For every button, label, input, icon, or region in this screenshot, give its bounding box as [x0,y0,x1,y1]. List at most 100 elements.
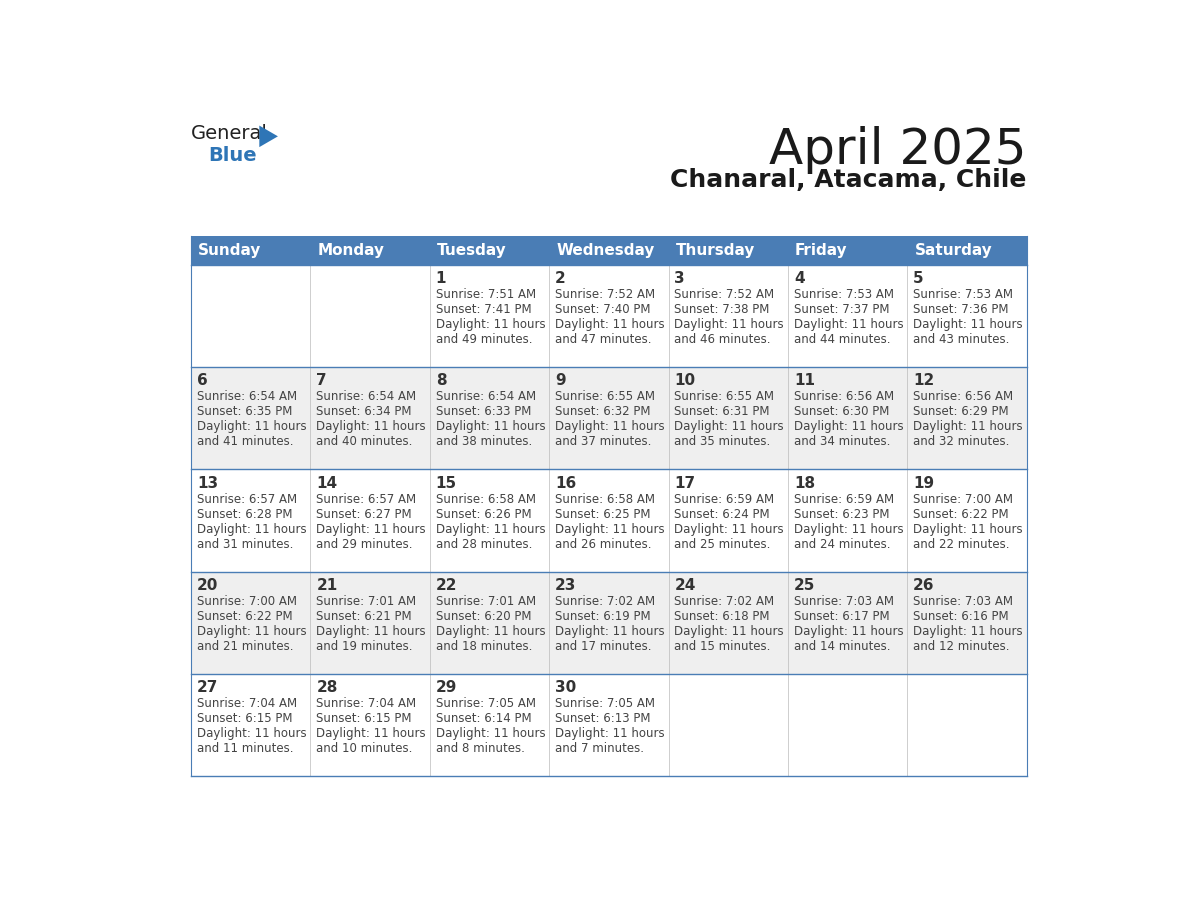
Bar [549,236,669,265]
Text: 13: 13 [197,476,219,490]
Text: Sunrise: 7:02 AM: Sunrise: 7:02 AM [555,595,656,608]
Text: Daylight: 11 hours: Daylight: 11 hours [794,625,903,638]
Polygon shape [259,126,278,147]
Text: Daylight: 11 hours: Daylight: 11 hours [436,727,545,740]
Text: and 35 minutes.: and 35 minutes. [675,435,771,448]
Text: Sunrise: 7:53 AM: Sunrise: 7:53 AM [794,288,893,301]
Text: and 31 minutes.: and 31 minutes. [197,538,293,551]
Text: Daylight: 11 hours: Daylight: 11 hours [555,625,665,638]
Text: and 24 minutes.: and 24 minutes. [794,538,890,551]
Text: Daylight: 11 hours: Daylight: 11 hours [794,522,903,535]
Text: Chanaral, Atacama, Chile: Chanaral, Atacama, Chile [670,168,1026,192]
Bar [430,236,549,265]
Text: 21: 21 [316,577,337,593]
Text: Sunrise: 7:04 AM: Sunrise: 7:04 AM [316,697,417,710]
Text: Daylight: 11 hours: Daylight: 11 hours [555,318,665,331]
Text: 8: 8 [436,374,447,388]
Text: 18: 18 [794,476,815,490]
Text: Sunrise: 7:05 AM: Sunrise: 7:05 AM [436,697,536,710]
Text: Daylight: 11 hours: Daylight: 11 hours [316,420,426,433]
Text: Daylight: 11 hours: Daylight: 11 hours [555,727,665,740]
Text: Daylight: 11 hours: Daylight: 11 hours [436,522,545,535]
Text: Sunrise: 6:56 AM: Sunrise: 6:56 AM [794,390,893,403]
Text: and 26 minutes.: and 26 minutes. [555,538,652,551]
Text: and 29 minutes.: and 29 minutes. [316,538,413,551]
Text: 26: 26 [914,577,935,593]
Text: Sunrise: 7:03 AM: Sunrise: 7:03 AM [794,595,893,608]
Text: Sunrise: 6:58 AM: Sunrise: 6:58 AM [555,493,655,506]
Text: 14: 14 [316,476,337,490]
Text: Daylight: 11 hours: Daylight: 11 hours [197,625,307,638]
Text: and 37 minutes.: and 37 minutes. [555,435,651,448]
Text: and 28 minutes.: and 28 minutes. [436,538,532,551]
Text: Daylight: 11 hours: Daylight: 11 hours [197,420,307,433]
Text: 9: 9 [555,374,565,388]
Text: and 10 minutes.: and 10 minutes. [316,742,412,756]
Text: Sunrise: 6:59 AM: Sunrise: 6:59 AM [675,493,775,506]
Text: and 32 minutes.: and 32 minutes. [914,435,1010,448]
Text: Sunrise: 7:00 AM: Sunrise: 7:00 AM [197,595,297,608]
Text: Sunset: 6:17 PM: Sunset: 6:17 PM [794,610,890,622]
Text: Sunrise: 7:52 AM: Sunrise: 7:52 AM [555,288,656,301]
Text: Sunset: 6:31 PM: Sunset: 6:31 PM [675,406,770,419]
Text: 25: 25 [794,577,815,593]
Text: April 2025: April 2025 [769,126,1026,174]
Text: Sunset: 6:34 PM: Sunset: 6:34 PM [316,406,412,419]
Text: Daylight: 11 hours: Daylight: 11 hours [316,625,426,638]
Text: Sunrise: 7:01 AM: Sunrise: 7:01 AM [436,595,536,608]
Text: Daylight: 11 hours: Daylight: 11 hours [794,420,903,433]
Text: Sunrise: 7:02 AM: Sunrise: 7:02 AM [675,595,775,608]
Text: Sunrise: 6:59 AM: Sunrise: 6:59 AM [794,493,893,506]
Text: 22: 22 [436,577,457,593]
Text: and 7 minutes.: and 7 minutes. [555,742,644,756]
Text: Saturday: Saturday [915,242,992,258]
Text: 4: 4 [794,271,804,286]
Text: 19: 19 [914,476,934,490]
Bar [310,236,430,265]
Text: 24: 24 [675,577,696,593]
Text: Daylight: 11 hours: Daylight: 11 hours [436,318,545,331]
Bar [191,572,1026,674]
Text: Sunset: 6:22 PM: Sunset: 6:22 PM [197,610,292,622]
Text: Sunset: 6:14 PM: Sunset: 6:14 PM [436,712,531,725]
Bar [788,236,908,265]
Text: and 8 minutes.: and 8 minutes. [436,742,525,756]
Text: and 46 minutes.: and 46 minutes. [675,333,771,346]
Bar [191,265,1026,367]
Text: Sunrise: 6:54 AM: Sunrise: 6:54 AM [436,390,536,403]
Text: Sunrise: 7:01 AM: Sunrise: 7:01 AM [316,595,417,608]
Text: Daylight: 11 hours: Daylight: 11 hours [675,420,784,433]
Text: and 25 minutes.: and 25 minutes. [675,538,771,551]
Text: Sunset: 6:26 PM: Sunset: 6:26 PM [436,508,531,521]
Text: and 19 minutes.: and 19 minutes. [316,640,413,653]
Text: Sunrise: 6:58 AM: Sunrise: 6:58 AM [436,493,536,506]
Text: Sunset: 7:40 PM: Sunset: 7:40 PM [555,303,651,316]
Text: 27: 27 [197,680,219,695]
Text: Blue: Blue [208,146,257,164]
Text: Sunrise: 7:00 AM: Sunrise: 7:00 AM [914,493,1013,506]
Text: Daylight: 11 hours: Daylight: 11 hours [436,625,545,638]
Text: Daylight: 11 hours: Daylight: 11 hours [914,420,1023,433]
Text: Wednesday: Wednesday [556,242,655,258]
Text: Daylight: 11 hours: Daylight: 11 hours [436,420,545,433]
Text: Sunset: 6:29 PM: Sunset: 6:29 PM [914,406,1009,419]
Text: Sunrise: 6:54 AM: Sunrise: 6:54 AM [316,390,417,403]
Text: 5: 5 [914,271,924,286]
Text: 16: 16 [555,476,576,490]
Text: 7: 7 [316,374,327,388]
Text: Sunset: 6:33 PM: Sunset: 6:33 PM [436,406,531,419]
Text: 20: 20 [197,577,219,593]
Text: and 49 minutes.: and 49 minutes. [436,333,532,346]
Text: and 21 minutes.: and 21 minutes. [197,640,293,653]
Text: Sunrise: 6:57 AM: Sunrise: 6:57 AM [316,493,417,506]
Text: Friday: Friday [795,242,848,258]
Text: and 12 minutes.: and 12 minutes. [914,640,1010,653]
Text: Sunset: 7:37 PM: Sunset: 7:37 PM [794,303,890,316]
Text: and 11 minutes.: and 11 minutes. [197,742,293,756]
Text: Sunset: 6:19 PM: Sunset: 6:19 PM [555,610,651,622]
Text: Daylight: 11 hours: Daylight: 11 hours [794,318,903,331]
Text: Sunrise: 6:56 AM: Sunrise: 6:56 AM [914,390,1013,403]
Text: Sunrise: 7:51 AM: Sunrise: 7:51 AM [436,288,536,301]
Text: and 44 minutes.: and 44 minutes. [794,333,890,346]
Text: Sunset: 6:16 PM: Sunset: 6:16 PM [914,610,1009,622]
